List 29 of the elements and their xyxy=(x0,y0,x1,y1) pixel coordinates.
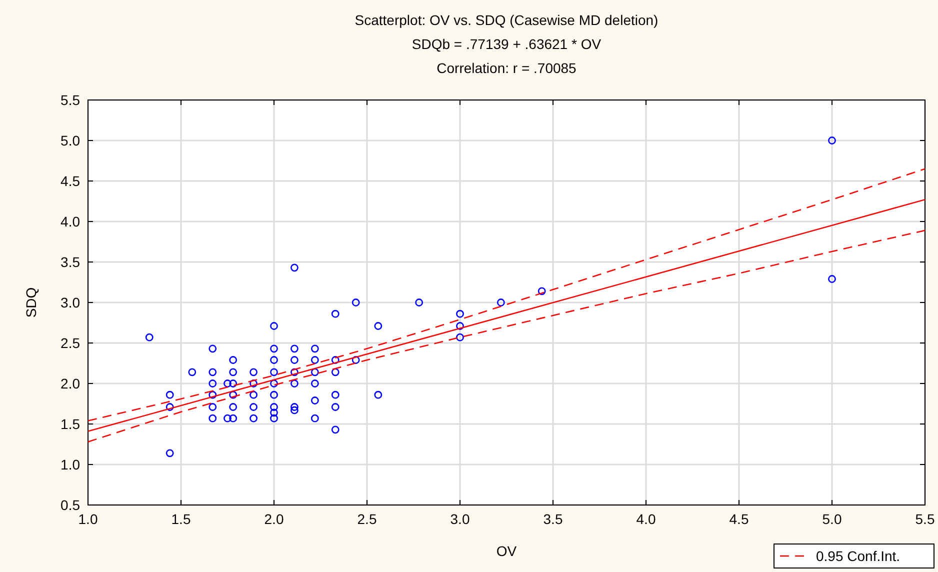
line-series xyxy=(88,168,925,422)
x-tick-label: 1.5 xyxy=(171,511,191,527)
y-tick-label: 3.0 xyxy=(60,294,80,310)
y-axis-title: SDQ xyxy=(23,287,39,318)
y-tick-label: 1.5 xyxy=(60,416,80,432)
y-tick-label: 4.0 xyxy=(60,213,80,230)
y-tick-label: 2.5 xyxy=(60,334,80,351)
chart-subtitle: SDQb = .77139 + .63621 * OV xyxy=(412,36,602,52)
x-tick-label: 2.5 xyxy=(357,511,377,527)
y-tick-label: 1.0 xyxy=(60,456,80,472)
x-tick-label: 3.0 xyxy=(450,511,470,527)
y-tick-label: 5.0 xyxy=(60,132,80,148)
x-tick-label: 2.0 xyxy=(264,511,284,527)
x-tick-label: 1.0 xyxy=(78,511,98,527)
y-tick-label: 2.0 xyxy=(60,375,80,392)
x-tick-label: 4.5 xyxy=(729,511,749,527)
y-tick-label: 4.5 xyxy=(60,172,80,189)
text: Correlation: r = .70085 xyxy=(436,60,577,76)
x-tick-label: 5.0 xyxy=(822,511,842,527)
x-tick-label: 5.5 xyxy=(915,511,935,527)
x-tick-label: 4.0 xyxy=(636,511,656,527)
line-series xyxy=(88,230,925,442)
chart-title: Scatterplot: OV vs. SDQ (Casewise MD deletion) xyxy=(354,12,658,28)
y-tick-label: 5.5 xyxy=(60,92,80,108)
y-tick-label: 3.5 xyxy=(60,254,80,270)
x-axis-title: OV xyxy=(496,543,518,559)
y-tick-label: 0.5 xyxy=(60,496,80,513)
legend-label: 0.95 Conf.Int. xyxy=(816,548,900,564)
x-tick-label: 3.5 xyxy=(543,511,563,527)
